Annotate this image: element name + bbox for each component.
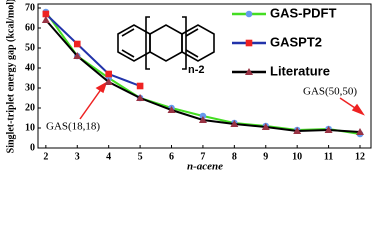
plot-frame — [37, 3, 372, 149]
x-tick-label: 12 — [355, 151, 365, 162]
marker — [167, 106, 176, 113]
x-tick-label: 9 — [263, 151, 268, 162]
x-tick-label: 2 — [43, 151, 48, 162]
legend-marker — [245, 10, 253, 18]
x-tick-label: 11 — [324, 151, 333, 162]
marker — [198, 116, 207, 123]
annotation: n-2 — [188, 64, 205, 76]
series-line — [45, 13, 141, 87]
marker — [104, 78, 113, 85]
marker — [261, 123, 270, 130]
molecule — [117, 16, 215, 70]
x-tick-label: 5 — [138, 151, 143, 162]
chart: n-2 GAS(18,18) GAS(50,50) n-acene Single… — [5, 0, 372, 171]
arrows — [79, 81, 365, 120]
marker — [293, 127, 302, 134]
legend-label: GAS-PDFT — [270, 5, 337, 20]
marker — [136, 82, 144, 90]
y-tick-label: 30 — [25, 82, 35, 93]
y-tick-label: 70 — [25, 2, 35, 13]
marker — [73, 52, 82, 59]
legend-marker — [245, 39, 253, 47]
y-tick-label: 40 — [25, 62, 35, 73]
marker — [73, 40, 81, 48]
y-tick-label: 0 — [30, 142, 35, 153]
x-axis-label: n-acene — [187, 161, 223, 171]
y-tick-label: 20 — [25, 102, 35, 113]
x-tick-label: 7 — [200, 151, 205, 162]
x-tick-label: 6 — [169, 151, 174, 162]
marker — [105, 70, 112, 78]
marker — [230, 120, 239, 127]
legend-label: Literature — [270, 63, 330, 78]
x-tick-label: 10 — [292, 151, 302, 162]
marker — [41, 16, 50, 23]
annotation: GAS(50,50) — [303, 86, 357, 98]
marker — [356, 128, 365, 135]
marker — [324, 126, 333, 133]
x-tick-label: 3 — [75, 151, 80, 162]
x-tick-label: 4 — [106, 151, 111, 162]
legend-marker — [245, 68, 253, 75]
marker — [42, 10, 50, 18]
legend-label: GASPT2 — [270, 34, 322, 49]
annotation: GAS(18,18) — [46, 121, 100, 133]
y-tick-label: 10 — [25, 122, 35, 133]
x-tick-label: 8 — [232, 151, 237, 162]
y-tick-label: 60 — [25, 22, 35, 33]
marker — [136, 94, 145, 101]
y-axis-label: Singlet-triplet energy gap (kcal/mol) — [5, 0, 16, 153]
y-tick-label: 50 — [25, 42, 35, 53]
